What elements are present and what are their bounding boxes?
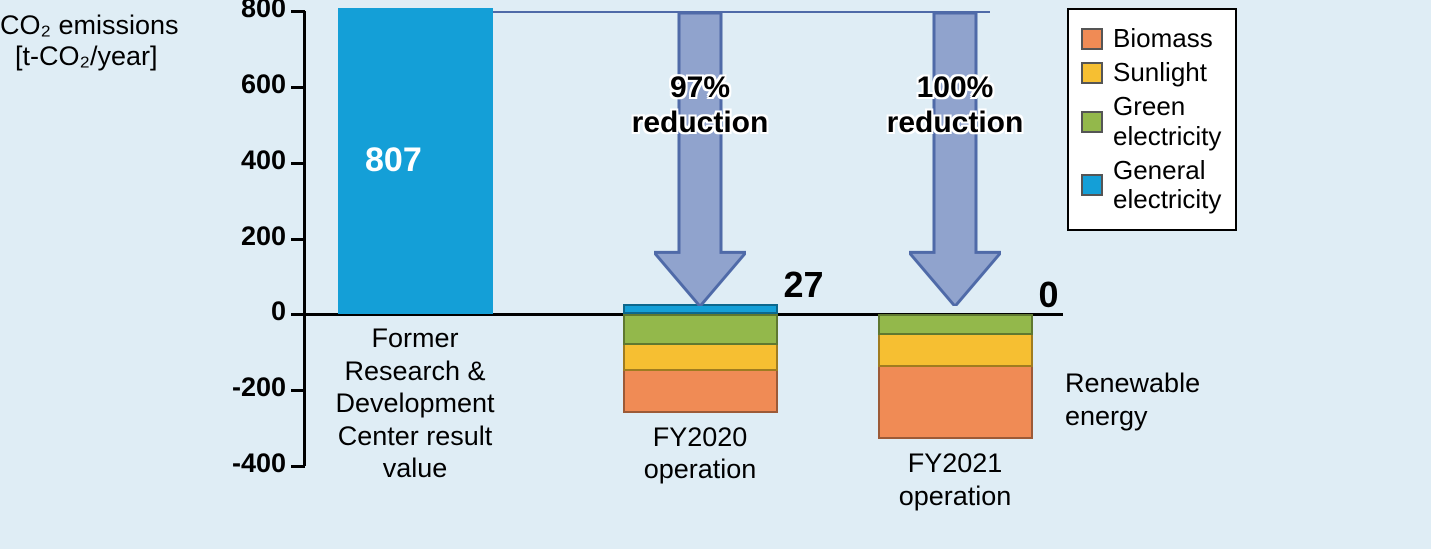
- y-tick: [291, 238, 305, 241]
- y-axis-title: CO₂ emissions [t-CO₂/year]: [0, 10, 240, 72]
- legend-label: Biomass: [1113, 24, 1213, 54]
- reduction-label-fy2021: 100%reduction: [845, 71, 1065, 140]
- co2-emissions-chart: CO₂ emissions [t-CO₂/year] -400 -200 0 200 40…: [0, 0, 1431, 549]
- legend-item: Generalelectricity: [1081, 156, 1221, 216]
- category-label-fy2020: FY2020operation: [575, 421, 825, 486]
- reduction-arrow-fy2020: [654, 13, 746, 306]
- category-label-fy2021: FY2021operation: [830, 447, 1080, 512]
- bar-fy2020-green_electricity: [623, 314, 778, 344]
- y-tick-label: 800: [208, 0, 286, 24]
- y-tick: [291, 10, 305, 13]
- y-tick: [291, 86, 305, 89]
- legend-swatch: [1081, 111, 1103, 133]
- reduction-label-fy2020: 97%reduction: [590, 71, 810, 140]
- legend-label: Greenelectricity: [1113, 92, 1221, 152]
- bar-fy2020-biomass: [623, 371, 778, 413]
- bar-former-value: 807: [365, 141, 422, 180]
- reduction-arrow-fy2021: [909, 13, 1001, 306]
- bar-fy2021-sunlight: [878, 335, 1033, 367]
- bar-fy2020-sunlight: [623, 345, 778, 372]
- bar-fy2020-value: 27: [784, 264, 824, 306]
- legend: Biomass Sunlight GreenelectricityGeneralel…: [1067, 8, 1237, 231]
- category-label-former: FormerResearch &DevelopmentCenter result…: [290, 322, 540, 484]
- legend-item: Sunlight: [1081, 58, 1221, 88]
- legend-swatch: [1081, 174, 1103, 196]
- bar-fy2021-biomass: [878, 367, 1033, 439]
- y-tick-label: 0: [208, 296, 286, 327]
- bar-fy2021-green_electricity: [878, 314, 1033, 335]
- bar-fy2021-value: 0: [1039, 274, 1059, 316]
- renewable-energy-label: Renewableenergy: [1065, 367, 1200, 432]
- y-tick: [291, 162, 305, 165]
- legend-label: Sunlight: [1113, 58, 1207, 88]
- legend-item: Greenelectricity: [1081, 92, 1221, 152]
- y-tick-label: -400: [208, 448, 286, 479]
- y-tick-label: -200: [208, 372, 286, 403]
- legend-label: Generalelectricity: [1113, 156, 1221, 216]
- y-tick-label: 200: [208, 221, 286, 252]
- legend-item: Biomass: [1081, 24, 1221, 54]
- legend-swatch: [1081, 28, 1103, 50]
- y-tick: [291, 313, 305, 316]
- legend-swatch: [1081, 62, 1103, 84]
- y-tick-label: 400: [208, 145, 286, 176]
- y-tick-label: 600: [208, 69, 286, 100]
